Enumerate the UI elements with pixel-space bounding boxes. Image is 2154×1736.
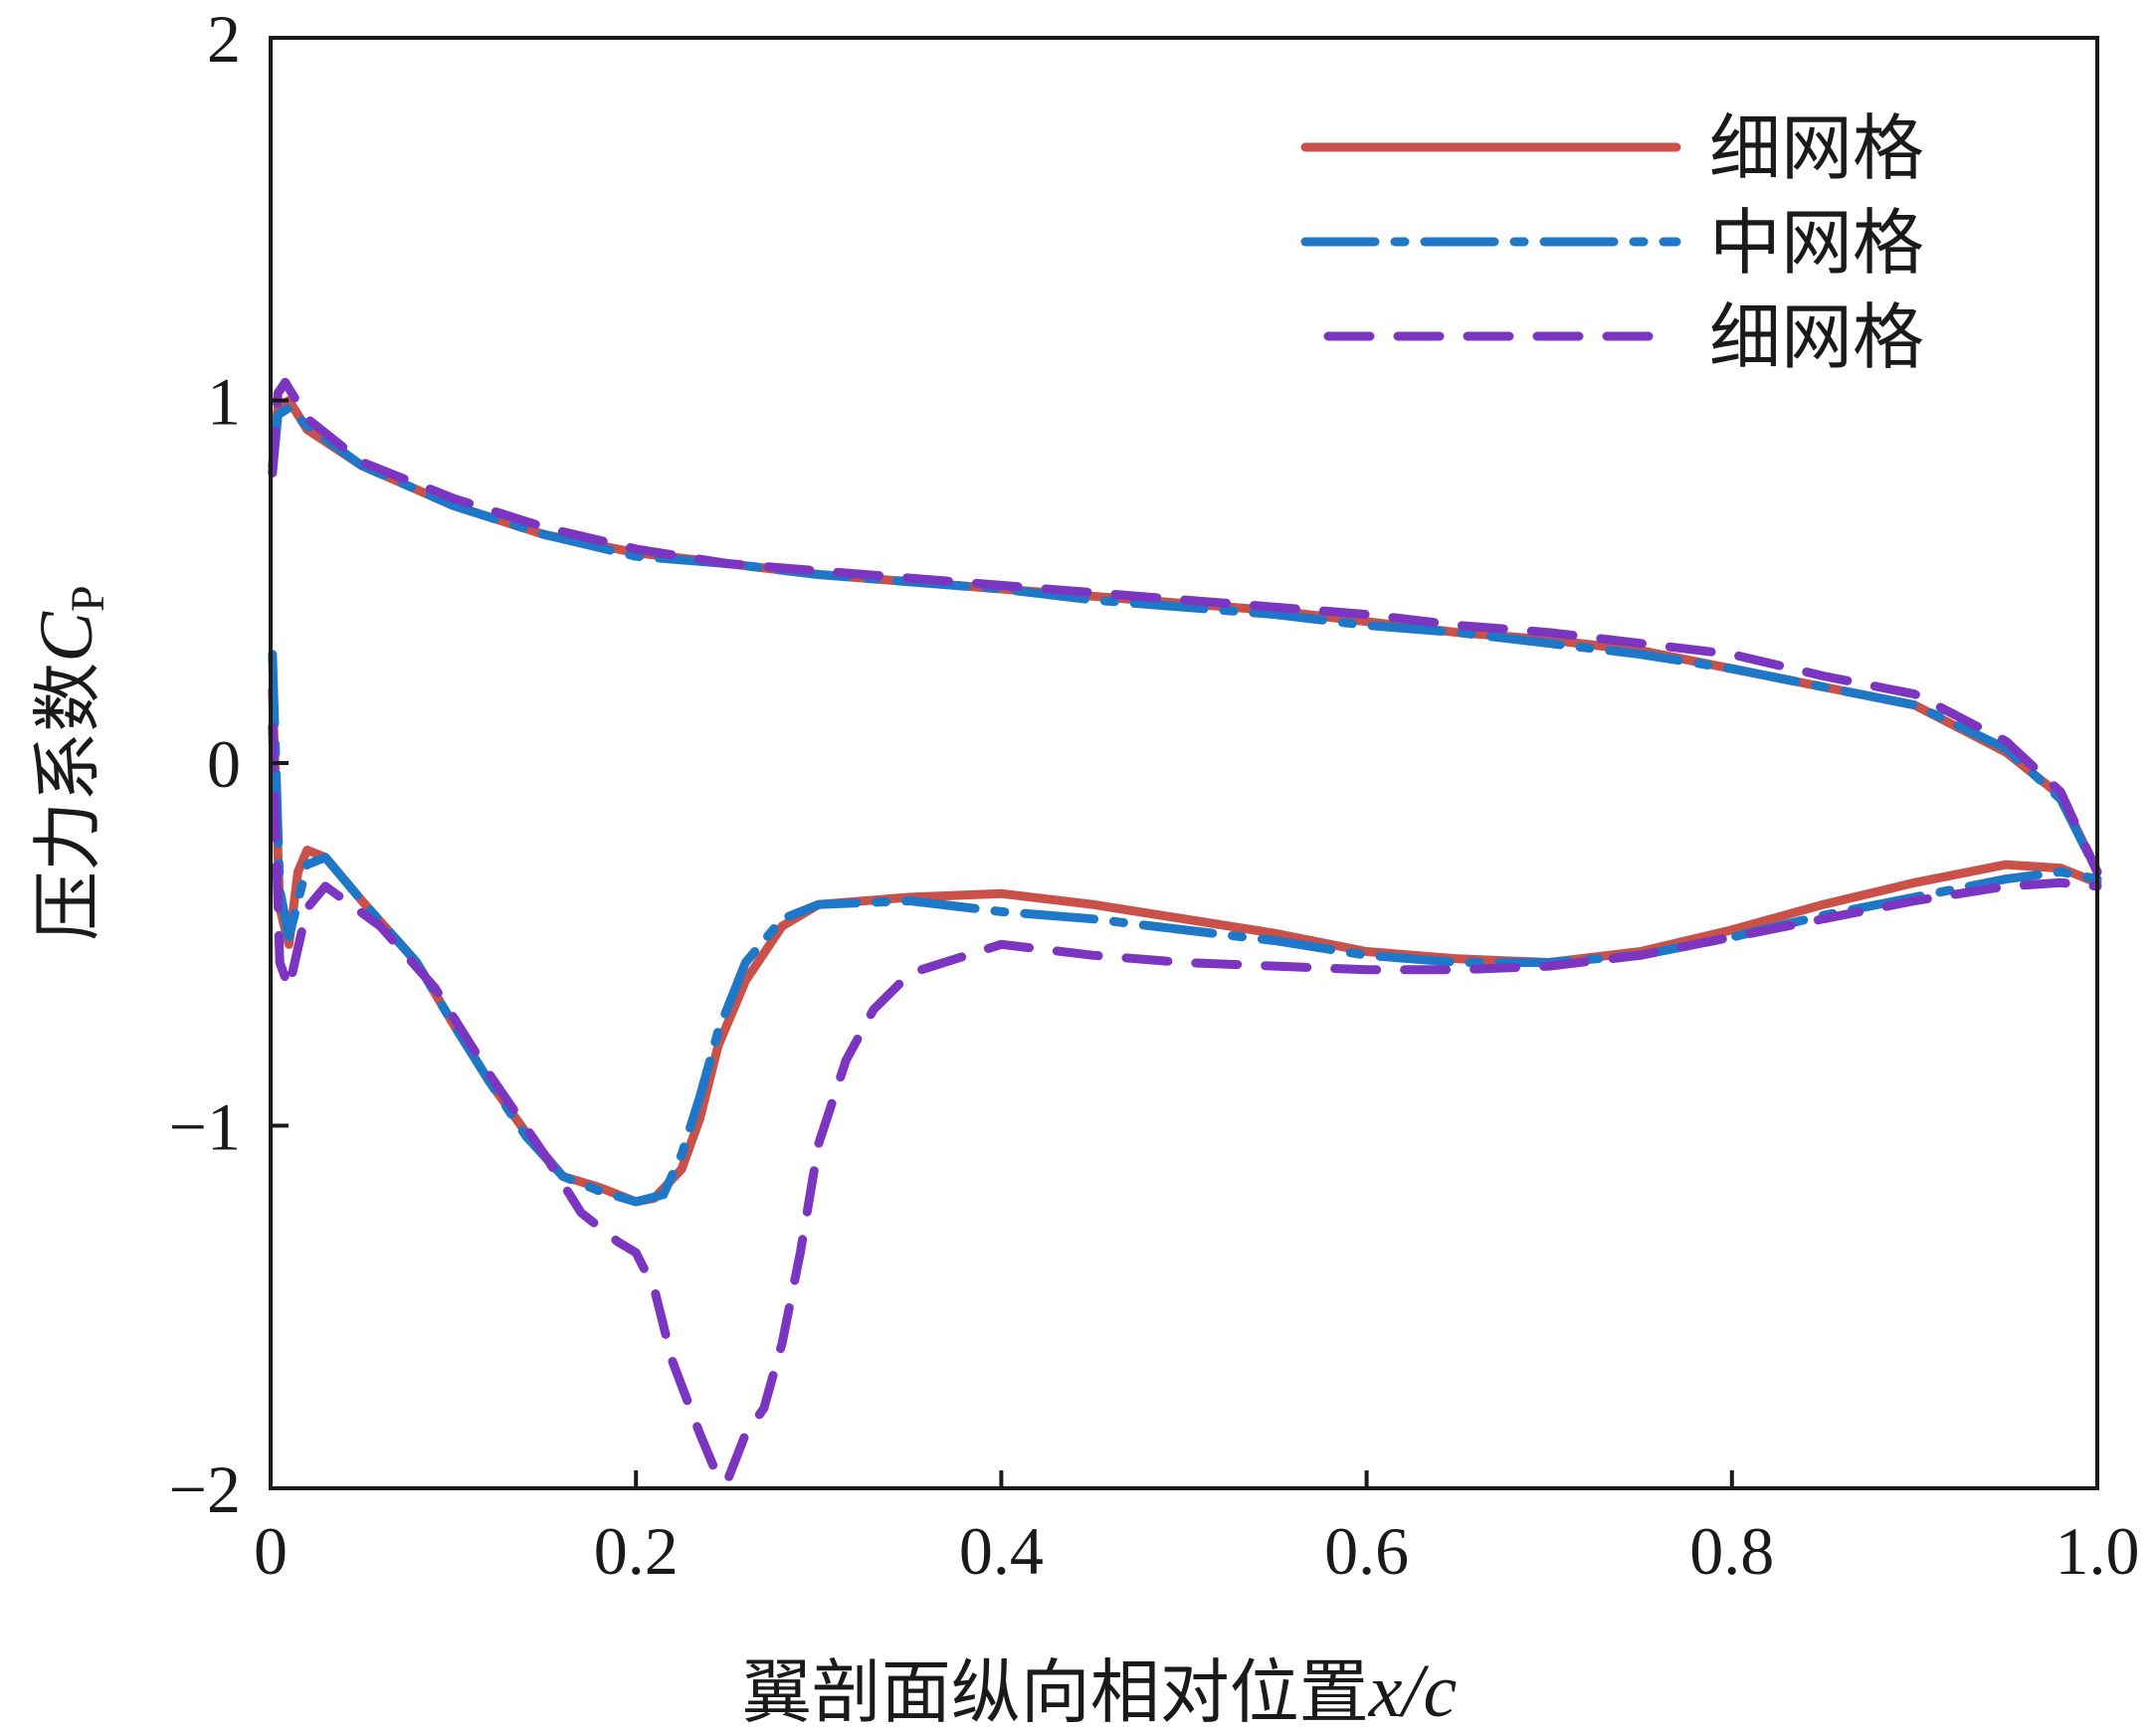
y-axis-subscript: P — [62, 585, 114, 612]
series-1-upper-line — [268, 396, 2102, 876]
series-1-lower-line — [268, 685, 2102, 1207]
y-axis-variable: C — [25, 611, 108, 663]
x-tick-label: 0.4 — [959, 1513, 1044, 1589]
x-tick-label: 0.8 — [1689, 1513, 1774, 1589]
series-layer — [268, 377, 2102, 1486]
tick-layer: 0 0.2 0.4 0.6 0.8 1.0 2 1 0 −1 −2 — [169, 1, 2140, 1589]
y-tick-label: 2 — [207, 1, 241, 77]
series-2-upper-line — [268, 403, 2102, 876]
x-tick-label: 0.2 — [594, 1513, 679, 1589]
x-axis-variable: x/c — [1368, 1649, 1458, 1733]
legend-label-3: 细网格 — [1709, 295, 1924, 379]
y-tick-label: −1 — [169, 1089, 241, 1165]
y-tick-label: −2 — [169, 1451, 241, 1527]
series-3-lower-line — [268, 722, 2102, 1486]
y-axis-label: 压力系数 — [27, 663, 108, 941]
legend-label-2: 中网格 — [1709, 201, 1924, 285]
y-axis-title: 压力系数CP — [25, 585, 114, 940]
x-tick-label: 0 — [254, 1513, 288, 1589]
x-axis-title: 翼剖面纵向相对位置x/c — [742, 1649, 1458, 1733]
series-2-lower-line — [268, 650, 2102, 1207]
y-tick-label: 0 — [207, 726, 241, 802]
x-tick-label: 0.6 — [1324, 1513, 1409, 1589]
x-axis-label: 翼剖面纵向相对位置 — [742, 1651, 1369, 1733]
legend-label-1: 细网格 — [1709, 106, 1924, 190]
x-tick-label: 1.0 — [2056, 1513, 2140, 1589]
series-3-upper-line — [268, 377, 2102, 876]
y-tick-label: 1 — [207, 364, 241, 440]
